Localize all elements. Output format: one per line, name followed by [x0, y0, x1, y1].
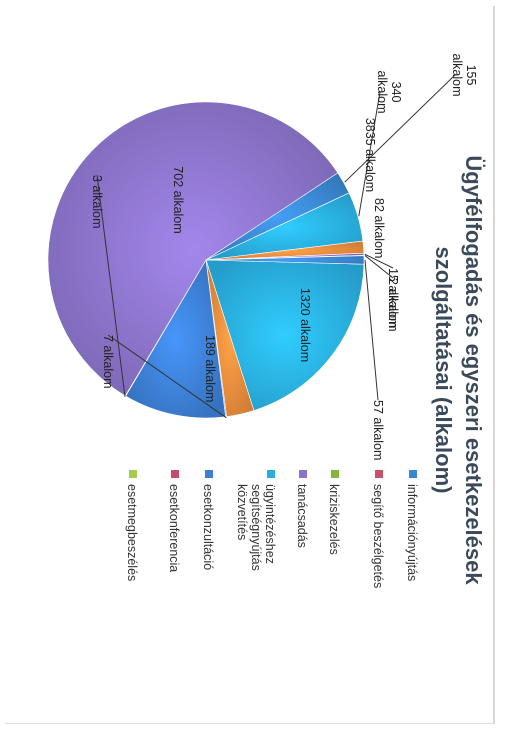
legend-label: információnyújtás [405, 484, 419, 581]
legend-swatch [129, 470, 137, 478]
legend-item: esetmegbeszélés [125, 470, 139, 581]
data-label: 3 alkalom [90, 175, 104, 229]
data-label-value: 155 [464, 65, 478, 86]
data-label-unit: alkalom [450, 53, 464, 96]
legend-item: segítő beszélgetés [371, 470, 385, 588]
data-label-value: 340 [389, 82, 403, 103]
leader-line [364, 259, 379, 401]
data-label: 2 alkalom [386, 278, 400, 332]
legend-label: tanácsadás [295, 484, 309, 548]
legend-label: közvetítés [235, 484, 249, 540]
legend-label: segítségnyújtás [249, 484, 263, 571]
data-labels: 1320 alkalom 189 alkalom 7 alkalom 702 alka… [90, 53, 478, 460]
pie-slices [47, 101, 365, 419]
legend-swatch [299, 470, 307, 478]
legend-item: információnyújtás [405, 470, 419, 581]
legend-label: esetmegbeszélés [125, 484, 139, 581]
leader-lines [96, 74, 456, 419]
legend-label: esetkonzultáció [201, 484, 215, 570]
leader-line [358, 91, 381, 217]
legend-item: esetkonferencia [167, 470, 181, 572]
pie-slice [125, 259, 226, 419]
leader-line [107, 334, 227, 419]
data-label: 82 alkalom [372, 198, 386, 258]
data-label: 3835 alkalom [363, 118, 377, 192]
chart-title-line-2: szolgáltatásai (alkalom) [431, 247, 456, 494]
legend-item: tanácsadás [295, 470, 309, 548]
legend: információnyújtás segítő beszélgetés krizi… [125, 470, 419, 588]
chart-title: Ügyfélfogadás és egyszeri esetkezelések … [431, 155, 486, 585]
chart-title-line-1: Ügyfélfogadás és egyszeri esetkezelések [461, 155, 486, 585]
legend-swatch [171, 470, 179, 478]
data-label-unit: alkalom [375, 70, 389, 113]
legend-label: kriziskezelés [327, 484, 341, 555]
page-border [5, 6, 495, 724]
legend-label: ügyintézéshez [263, 484, 277, 564]
leader-line [364, 253, 394, 269]
data-label: 702 alkalom [171, 166, 185, 233]
leader-line [344, 74, 456, 183]
data-label: 57 alkalom [371, 400, 385, 460]
legend-swatch [409, 470, 417, 478]
legend-label: esetkonferencia [167, 484, 181, 572]
legend-item: esetkonzultáció [201, 470, 215, 570]
leader-line [96, 174, 126, 397]
pie-slice [47, 101, 339, 397]
data-label: 15 alkalom [386, 268, 400, 328]
legend-swatch [205, 470, 213, 478]
data-label: 1320 alkalom [298, 288, 312, 362]
pie-slice [205, 255, 365, 265]
legend-swatch [375, 470, 383, 478]
pie-slice [205, 259, 365, 411]
data-label: 7 alkalom [101, 335, 115, 389]
legend-label: segítő beszélgetés [371, 484, 385, 588]
legend-swatch [331, 470, 339, 478]
leader-line [364, 255, 394, 279]
legend-swatch [267, 470, 275, 478]
data-label: 189 alkalom [203, 335, 217, 402]
legend-item: kriziskezelés [327, 470, 341, 555]
